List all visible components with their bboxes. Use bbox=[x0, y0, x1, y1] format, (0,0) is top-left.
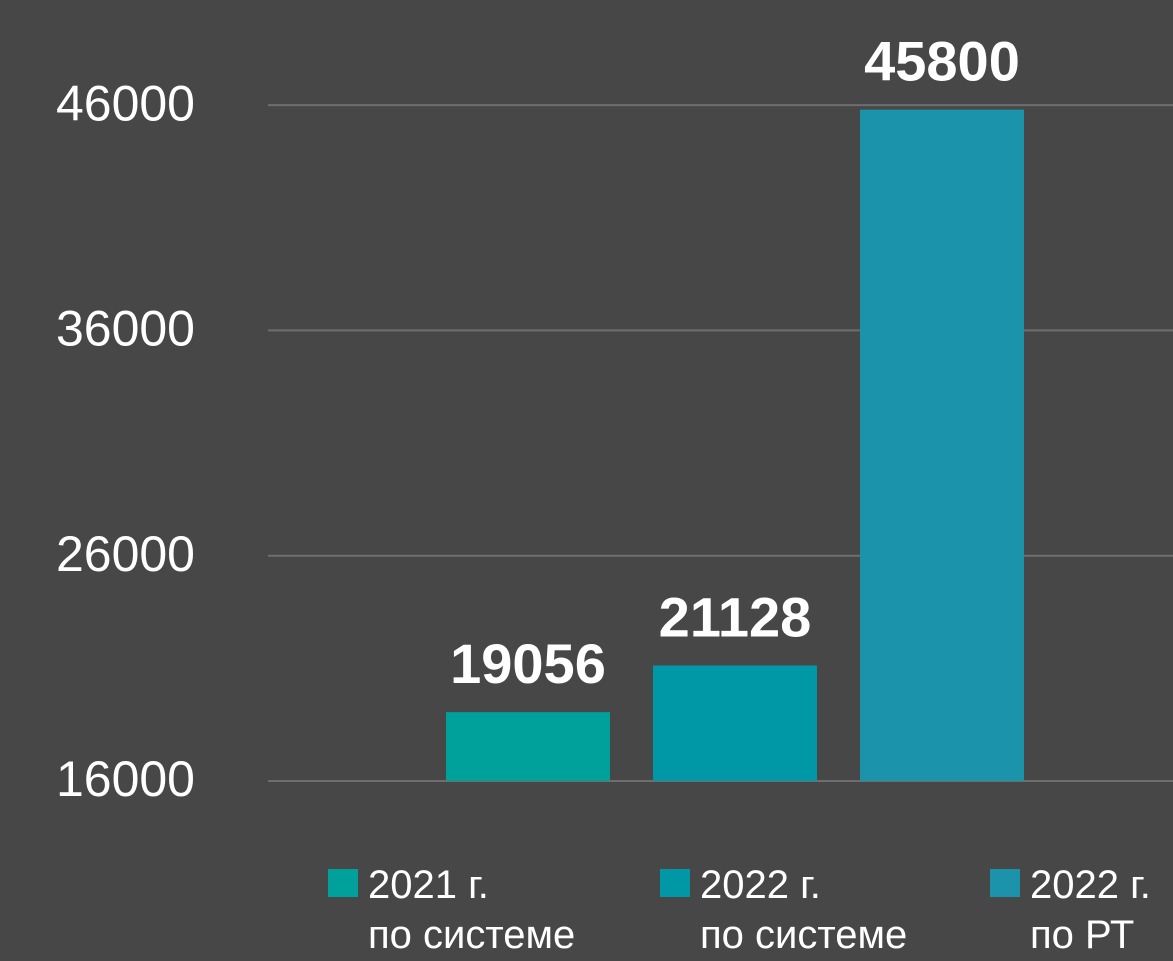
legend-item: 2021 г. по системе bbox=[328, 860, 575, 960]
y-tick-label: 26000 bbox=[56, 526, 195, 582]
y-tick-label: 16000 bbox=[56, 751, 195, 807]
legend-swatch bbox=[660, 869, 690, 897]
y-tick-label: 36000 bbox=[56, 301, 195, 357]
legend-label: 2022 г. по системе bbox=[700, 863, 908, 957]
legend-swatch bbox=[990, 869, 1020, 897]
legend-label: 2022 г. по РТ bbox=[1030, 863, 1151, 957]
legend-item: 2022 г. по системе bbox=[660, 860, 907, 960]
data-label: 21128 bbox=[659, 585, 812, 648]
legend-item: 2022 г. по РТ bbox=[990, 860, 1151, 960]
y-tick-label: 46000 bbox=[56, 75, 195, 131]
data-label: 19056 bbox=[450, 632, 606, 695]
data-label: 45800 bbox=[864, 29, 1020, 92]
bar bbox=[860, 109, 1024, 781]
bar bbox=[446, 712, 610, 781]
legend-label: 2021 г. по системе bbox=[368, 863, 576, 957]
legend-swatch bbox=[328, 869, 358, 897]
bar bbox=[653, 665, 817, 781]
